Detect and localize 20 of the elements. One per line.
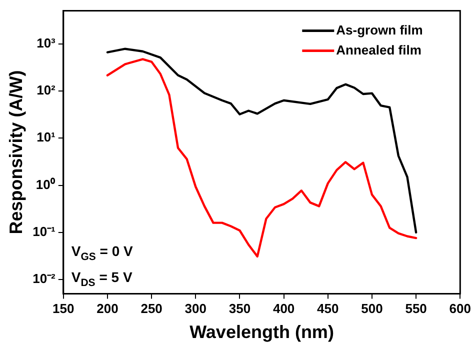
x-tick-label: 300 [184, 301, 206, 316]
x-tick-label: 550 [405, 301, 427, 316]
x-tick-label: 150 [52, 301, 74, 316]
y-tick-label: 10⁻¹ [32, 224, 56, 240]
legend-label: As-grown film [336, 22, 423, 38]
y-tick-label: 10¹ [36, 130, 56, 145]
y-tick-label: 10⁻² [32, 271, 56, 286]
x-tick-label: 250 [140, 301, 162, 316]
x-tick-label: 600 [449, 301, 472, 316]
x-tick-label: 200 [96, 301, 118, 316]
x-tick-label: 350 [228, 301, 251, 316]
x-tick-label: 400 [272, 301, 295, 316]
y-tick-label: 10² [36, 82, 56, 98]
x-axis-title: Wavelength (nm) [190, 322, 334, 342]
legend-label: Annealed film [336, 42, 422, 58]
y-tick-label: 10³ [36, 35, 56, 50]
x-tick-label: 450 [317, 301, 339, 316]
y-axis-title: Responsivity (A/W) [6, 70, 26, 234]
y-tick-label: 10⁰ [36, 176, 56, 192]
x-tick-label: 500 [361, 301, 383, 316]
